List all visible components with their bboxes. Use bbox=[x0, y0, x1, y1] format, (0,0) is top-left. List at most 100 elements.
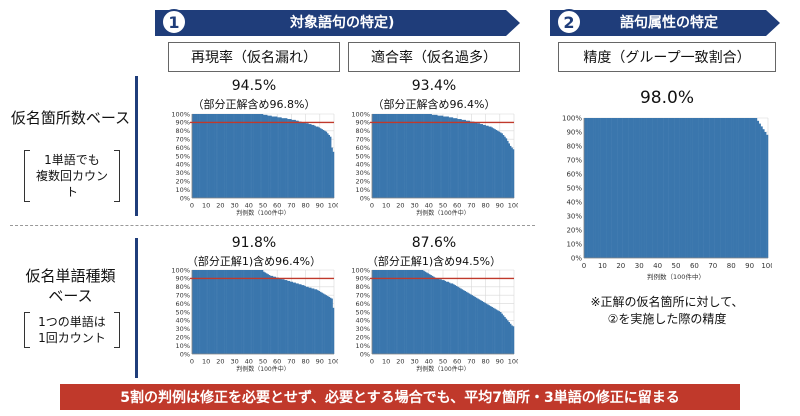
bar bbox=[223, 114, 225, 198]
bar bbox=[738, 118, 741, 258]
bar bbox=[238, 114, 241, 198]
bar bbox=[496, 310, 499, 354]
bar bbox=[462, 290, 465, 354]
bar bbox=[454, 118, 457, 198]
bar bbox=[376, 270, 378, 354]
bar bbox=[332, 151, 335, 198]
bar bbox=[631, 118, 634, 258]
bar bbox=[430, 275, 432, 354]
row-divider-bottom bbox=[135, 238, 138, 378]
x-tick-label: 20 bbox=[396, 358, 404, 366]
bar bbox=[298, 121, 301, 198]
bar bbox=[709, 118, 712, 258]
bar bbox=[234, 270, 237, 354]
bar bbox=[734, 118, 737, 258]
x-tick-label: 90 bbox=[496, 202, 504, 210]
bar bbox=[585, 118, 588, 258]
x-tick-label: 10 bbox=[202, 202, 210, 210]
bar bbox=[716, 118, 719, 258]
bar bbox=[284, 280, 286, 354]
bar bbox=[270, 115, 272, 198]
x-tick-label: 80 bbox=[301, 358, 309, 366]
bar bbox=[325, 131, 328, 198]
bar bbox=[646, 118, 649, 258]
bar bbox=[277, 117, 279, 198]
bar bbox=[383, 270, 386, 354]
bar bbox=[331, 298, 333, 354]
bar bbox=[421, 114, 424, 198]
bar bbox=[462, 119, 465, 198]
bar bbox=[764, 132, 767, 258]
bar bbox=[243, 114, 245, 198]
y-tick-label: 30% bbox=[176, 169, 190, 177]
bar bbox=[593, 118, 596, 258]
row-separator bbox=[10, 225, 535, 226]
bar bbox=[488, 305, 491, 354]
bar bbox=[425, 272, 428, 354]
bar bbox=[444, 116, 447, 198]
bar bbox=[312, 288, 315, 354]
bar bbox=[199, 270, 201, 354]
bar bbox=[609, 118, 612, 258]
bar bbox=[254, 114, 257, 198]
bar bbox=[312, 124, 315, 198]
bar bbox=[274, 116, 277, 198]
x-tick-label: 40 bbox=[425, 358, 433, 366]
bar bbox=[766, 134, 769, 258]
bar bbox=[272, 276, 275, 354]
x-tick-label: 70 bbox=[708, 262, 717, 270]
bar bbox=[377, 270, 380, 354]
bar bbox=[401, 270, 404, 354]
bar bbox=[214, 114, 217, 198]
bar bbox=[221, 114, 224, 198]
bar bbox=[192, 270, 194, 354]
section2-number: 2 bbox=[556, 9, 582, 35]
bar bbox=[251, 270, 254, 354]
x-tick-label: 40 bbox=[245, 358, 253, 366]
x-tick-label: 10 bbox=[382, 358, 390, 366]
bar bbox=[381, 114, 384, 198]
y-tick-label: 0% bbox=[360, 194, 370, 202]
bar bbox=[450, 283, 452, 354]
bar bbox=[492, 307, 495, 354]
bar bbox=[744, 118, 747, 258]
y-tick-label: 80% bbox=[566, 142, 582, 150]
bar bbox=[613, 118, 616, 258]
bar bbox=[210, 114, 213, 198]
section1-title: 対象語句の特定) bbox=[290, 15, 395, 31]
y-tick-label: 40% bbox=[566, 198, 582, 206]
bar bbox=[307, 123, 309, 198]
bar bbox=[314, 125, 316, 198]
bar bbox=[247, 270, 250, 354]
bar bbox=[489, 306, 492, 354]
bar bbox=[489, 126, 492, 198]
bar bbox=[282, 118, 285, 198]
y-tick-label: 10% bbox=[566, 240, 582, 248]
bar bbox=[372, 270, 374, 354]
bar bbox=[282, 279, 285, 354]
bar bbox=[203, 114, 206, 198]
bar bbox=[679, 118, 682, 258]
bar bbox=[263, 114, 265, 198]
bar bbox=[452, 118, 455, 198]
bar bbox=[633, 118, 636, 258]
x-tick-label: 80 bbox=[301, 202, 309, 210]
bar bbox=[502, 135, 505, 198]
bar bbox=[460, 119, 462, 198]
bar bbox=[398, 114, 401, 198]
x-tick-label: 100 bbox=[761, 262, 772, 270]
metric-top-precision: 93.4% bbox=[411, 78, 457, 94]
bar bbox=[745, 118, 749, 258]
bar bbox=[687, 118, 690, 258]
bar bbox=[309, 287, 312, 354]
y-tick-label: 50% bbox=[356, 152, 370, 160]
bar bbox=[408, 270, 411, 354]
bar bbox=[236, 114, 238, 198]
x-tick-label: 10 bbox=[202, 358, 210, 366]
bar bbox=[501, 133, 503, 198]
bar bbox=[199, 114, 201, 198]
bar bbox=[314, 289, 316, 354]
bar bbox=[762, 129, 765, 258]
x-tick-label: 60 bbox=[453, 358, 461, 366]
x-tick-label: 20 bbox=[216, 202, 224, 210]
